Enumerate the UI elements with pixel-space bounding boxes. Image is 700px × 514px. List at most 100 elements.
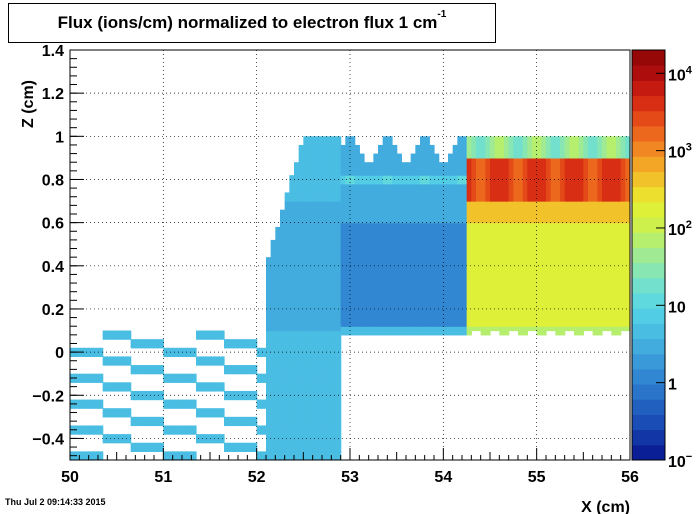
heatmap-cell [317,313,323,319]
heatmap-cell [303,235,309,241]
heatmap-cell [387,235,393,241]
heatmap-cell [476,274,482,280]
heatmap-cell [550,313,556,319]
heatmap-cell [513,296,519,301]
heatmap-cell [564,144,570,150]
heatmap-cell [364,166,370,172]
heatmap-cell [392,300,398,306]
heatmap-cell [560,140,566,146]
heatmap-cell [494,296,500,301]
colorbar-segment [632,125,665,142]
heatmap-cell [182,455,188,460]
heatmap-cell [513,144,519,150]
heatmap-cell [490,270,496,276]
heatmap-cell [378,170,384,176]
heatmap-cell [317,304,323,310]
heatmap-cell [359,175,365,181]
heatmap-cell [494,170,500,176]
heatmap-cell [611,274,617,280]
heatmap-cell [392,201,398,206]
heatmap-cell [322,218,328,224]
heatmap-cell [420,209,426,215]
heatmap-cell [312,447,318,452]
heatmap-cell [438,287,444,293]
heatmap-cell [312,382,318,388]
heatmap-cell [322,287,328,293]
heatmap-cell [378,188,384,194]
heatmap-cell [401,321,407,327]
y-tick-label: 0.2 [42,302,64,319]
heatmap-cell [476,179,482,185]
heatmap-cell [611,278,617,284]
heatmap-cell [326,334,332,340]
heatmap-cell [578,296,584,301]
heatmap-cell [322,339,328,345]
heatmap-cell [308,416,314,422]
heatmap-cell [317,209,323,215]
heatmap-cell [294,201,300,206]
heatmap-cell [588,140,594,146]
heatmap-cell [597,270,603,276]
heatmap-cell [471,274,477,280]
heatmap-cell [280,239,286,245]
heatmap-cell [513,278,519,284]
heatmap-cell [298,166,304,172]
heatmap-cell [424,261,430,267]
heatmap-cell [490,274,496,280]
heatmap-cell [494,144,500,150]
heatmap-cell [373,278,379,284]
heatmap-cell [359,291,365,297]
heatmap-cell [448,209,454,215]
heatmap-cell [536,291,542,297]
heatmap-cell [546,252,552,258]
heatmap-cell [298,244,304,250]
heatmap-cell [359,162,365,168]
heatmap-cell [415,157,421,163]
heatmap-cell [611,153,617,159]
heatmap-cell [569,235,575,241]
heatmap-cell [611,308,617,314]
heatmap-cell [177,399,183,405]
heatmap-cell [611,201,617,206]
heatmap-cell [294,382,300,388]
heatmap-cell [303,274,309,280]
heatmap-cell [424,214,430,219]
heatmap-cell [406,239,412,245]
heatmap-cell [499,278,505,284]
heatmap-cell [326,321,332,327]
heatmap-cell [350,291,356,297]
heatmap-cell [597,188,603,194]
heatmap-cell [186,373,192,379]
heatmap-cell [284,196,290,202]
heatmap-cell [480,218,486,224]
heatmap-cell [499,257,505,263]
heatmap-cell [359,196,365,202]
heatmap-cell [434,296,440,301]
heatmap-cell [457,239,463,245]
heatmap-cell [401,196,407,202]
heatmap-cell [569,214,575,219]
heatmap-cell [284,209,290,215]
heatmap-cell [410,278,416,284]
heatmap-cell [289,429,295,435]
heatmap-cell [275,343,281,349]
heatmap-cell [93,399,99,405]
heatmap-cell [317,183,323,189]
heatmap-cell [284,416,290,422]
heatmap-cell [532,296,538,301]
heatmap-cell [452,308,458,314]
heatmap-cell [280,429,286,435]
heatmap-cell [130,395,136,401]
heatmap-cell [504,140,510,146]
heatmap-cell [396,183,402,189]
heatmap-cell [294,226,300,232]
heatmap-cell [336,209,342,215]
heatmap-cell [219,382,225,388]
heatmap-cell [284,248,290,254]
heatmap-cell [532,270,538,276]
heatmap-cell [466,192,472,198]
heatmap-cell [289,347,295,353]
heatmap-cell [597,157,603,163]
heatmap-cell [340,183,346,189]
heatmap-cell [107,412,113,418]
